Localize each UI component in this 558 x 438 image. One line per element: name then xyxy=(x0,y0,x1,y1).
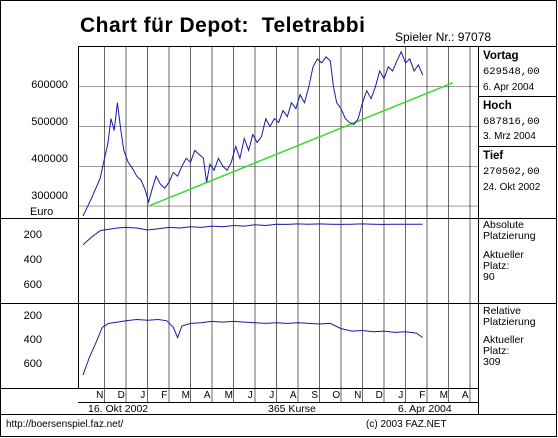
player-info: Spieler Nr.: 97078 xyxy=(395,30,491,44)
y-axis-label: Euro xyxy=(30,206,54,218)
tief-label: Tief xyxy=(483,150,504,162)
month-label: M xyxy=(439,390,448,401)
vortag-label: Vortag xyxy=(483,50,519,62)
y-tick-400000: 400000 xyxy=(31,153,68,165)
month-label: J xyxy=(269,390,275,401)
abs-current-2: Platz: xyxy=(483,260,510,272)
trend-line xyxy=(148,82,454,207)
abs-current-1: Aktueller xyxy=(483,249,524,261)
month-label: N xyxy=(354,390,362,401)
rel-label-2: Platzierung xyxy=(483,316,536,328)
month-label: J xyxy=(247,390,253,401)
y-tick-500000: 500000 xyxy=(31,116,68,128)
month-label: D xyxy=(375,390,383,401)
vortag-date: 6. Apr 2004 xyxy=(483,82,535,93)
tief-date: 24. Okt 2002 xyxy=(483,182,541,193)
rel-current-2: Platz: xyxy=(483,345,510,357)
abs-y-tick-400: 400 xyxy=(23,254,42,266)
y-tick-600000: 600000 xyxy=(31,79,68,91)
month-label: A xyxy=(461,390,469,401)
end-date: 6. Apr 2004 xyxy=(398,403,452,415)
depot-value-line xyxy=(82,50,424,217)
title-prefix: Chart für Depot: xyxy=(80,14,249,37)
rel-label-1: Relative xyxy=(483,305,521,317)
value-gridlines xyxy=(78,86,478,207)
rel-y-tick-400: 400 xyxy=(23,334,42,346)
month-label: J xyxy=(398,390,404,401)
month-label: S xyxy=(311,390,319,401)
rel-current-1: Aktueller xyxy=(483,334,524,346)
footer-url[interactable]: http://boersenspiel.faz.net/ xyxy=(6,419,124,430)
month-label: M xyxy=(224,390,233,401)
month-label: M xyxy=(181,390,190,401)
start-date: 16. Okt 2002 xyxy=(88,403,149,415)
hoch-label: Hoch xyxy=(483,100,512,112)
month-label: F xyxy=(419,390,426,401)
y-tick-300000: 300000 xyxy=(31,190,68,202)
month-label: F xyxy=(161,390,168,401)
rel-y-tick-600: 600 xyxy=(23,358,42,370)
abs-y-tick-200: 200 xyxy=(23,229,42,241)
depot-name: Teletrabbi xyxy=(261,14,366,37)
absolute-placement-line xyxy=(82,223,423,246)
player-label: Spieler Nr.: xyxy=(395,30,455,44)
hoch-date: 3. Mrz 2004 xyxy=(483,131,536,142)
month-label: A xyxy=(203,390,211,401)
page-title: Chart für Depot: Teletrabbi xyxy=(80,14,365,38)
relative-placement-line xyxy=(82,318,423,376)
hoch-value: 687816,00 xyxy=(483,116,540,128)
vortag-value: 629548,00 xyxy=(483,66,540,78)
month-label: O xyxy=(332,390,341,401)
month-label: A xyxy=(289,390,297,401)
month-label: N xyxy=(96,390,104,401)
footer-copyright: (c) 2003 FAZ.NET xyxy=(366,419,447,430)
rel-current-value: 309 xyxy=(483,356,501,368)
rel-y-tick-200: 200 xyxy=(23,310,42,322)
player-number: 97078 xyxy=(457,30,492,44)
abs-label-2: Platzierung xyxy=(483,230,536,242)
kurse-count: 365 Kurse xyxy=(268,403,316,415)
month-label: J xyxy=(140,390,146,401)
abs-label-1: Absolute xyxy=(483,219,524,231)
month-label: D xyxy=(117,390,125,401)
abs-current-value: 90 xyxy=(483,271,495,283)
abs-y-tick-600: 600 xyxy=(23,279,42,291)
tief-value: 270502,00 xyxy=(483,166,540,178)
